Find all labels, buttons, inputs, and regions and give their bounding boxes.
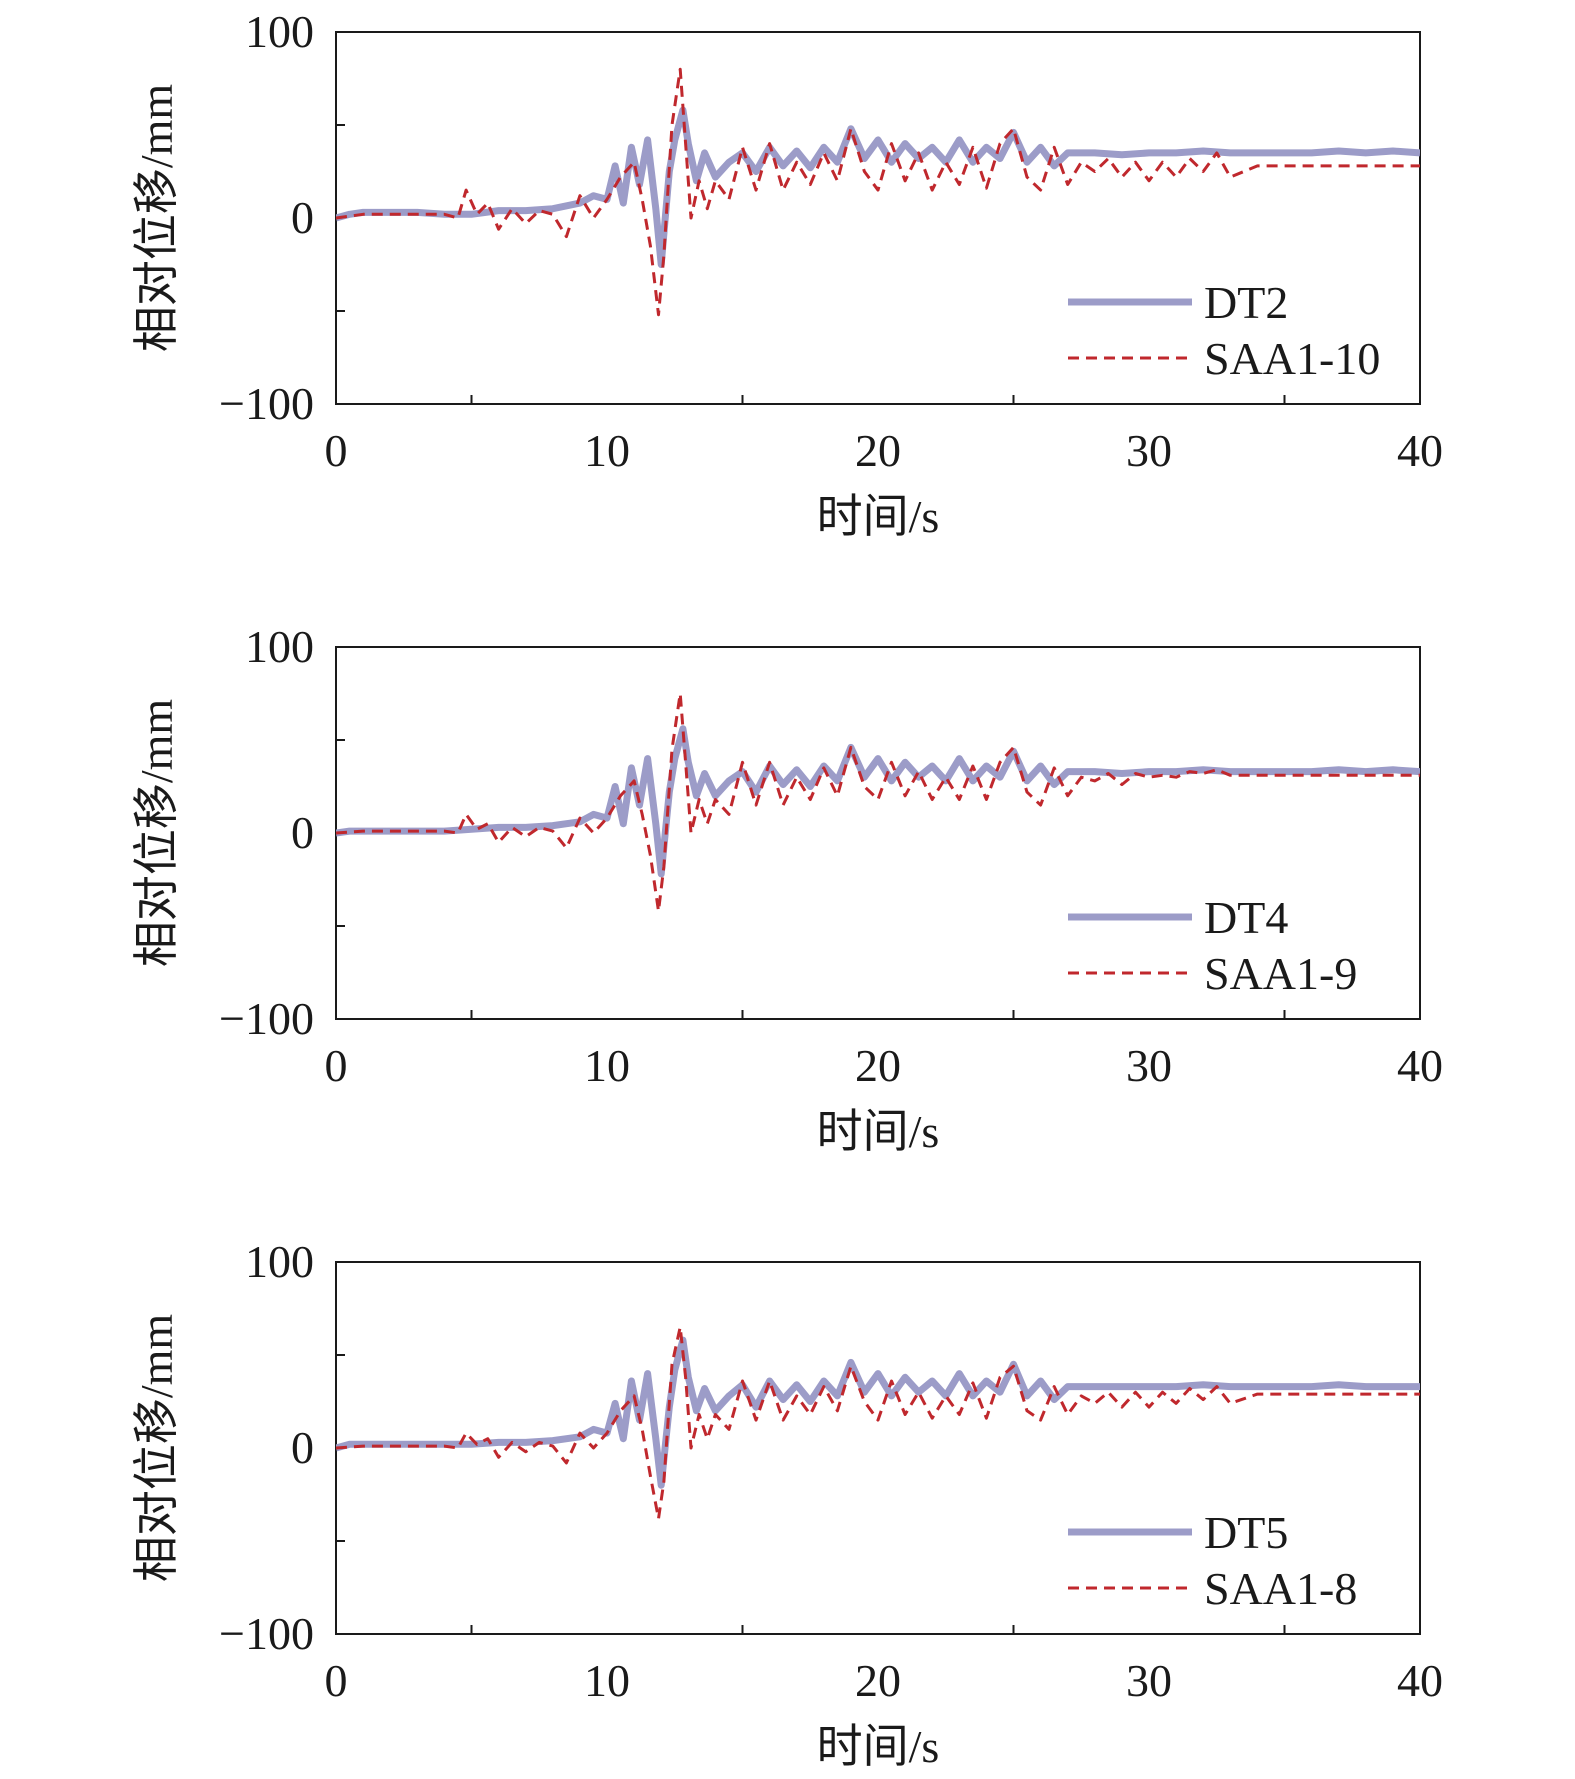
- x-tick-label: 30: [1126, 1655, 1172, 1706]
- x-tick-label: 0: [325, 425, 348, 476]
- legend-label-saa1-8: SAA1-8: [1204, 1563, 1357, 1614]
- x-tick-label: 20: [855, 1040, 901, 1091]
- y-axis-title: 相对位移/mm: [131, 1314, 182, 1583]
- y-tick-label: 100: [245, 621, 314, 672]
- y-tick-label: −100: [219, 993, 314, 1044]
- y-tick-label: −100: [219, 378, 314, 429]
- y-tick-label: 0: [291, 192, 314, 243]
- series-line-saa1-9: [336, 692, 1420, 913]
- legend-label-dt2: DT2: [1204, 277, 1288, 328]
- x-tick-label: 20: [855, 425, 901, 476]
- y-tick-label: 0: [291, 1422, 314, 1473]
- y-tick-label: 100: [245, 6, 314, 57]
- x-tick-label: 40: [1397, 425, 1443, 476]
- series-line-dt5: [336, 1336, 1420, 1489]
- x-tick-label: 40: [1397, 1040, 1443, 1091]
- x-axis-title: 时间/s: [817, 1106, 940, 1157]
- legend-label-dt5: DT5: [1204, 1507, 1288, 1558]
- y-tick-label: 100: [245, 1236, 314, 1287]
- series-line-saa1-10: [336, 67, 1420, 317]
- x-tick-label: 10: [584, 1655, 630, 1706]
- series-line-dt4: [336, 725, 1420, 878]
- x-tick-label: 10: [584, 425, 630, 476]
- legend-label-saa1-10: SAA1-10: [1204, 333, 1380, 384]
- x-tick-label: 20: [855, 1655, 901, 1706]
- legend-label-saa1-9: SAA1-9: [1204, 948, 1357, 999]
- y-axis-title: 相对位移/mm: [131, 699, 182, 968]
- y-tick-label: 0: [291, 807, 314, 858]
- x-axis-title: 时间/s: [817, 491, 940, 542]
- x-tick-label: 0: [325, 1040, 348, 1091]
- y-tick-label: −100: [219, 1608, 314, 1659]
- series-line-dt2: [336, 106, 1420, 268]
- legend-label-dt4: DT4: [1204, 892, 1288, 943]
- x-tick-label: 0: [325, 1655, 348, 1706]
- x-axis-title: 时间/s: [817, 1721, 940, 1772]
- x-tick-label: 40: [1397, 1655, 1443, 1706]
- series-line-saa1-8: [336, 1325, 1420, 1521]
- y-axis-title: 相对位移/mm: [131, 84, 182, 353]
- x-tick-label: 30: [1126, 1040, 1172, 1091]
- x-tick-label: 10: [584, 1040, 630, 1091]
- x-tick-label: 30: [1126, 425, 1172, 476]
